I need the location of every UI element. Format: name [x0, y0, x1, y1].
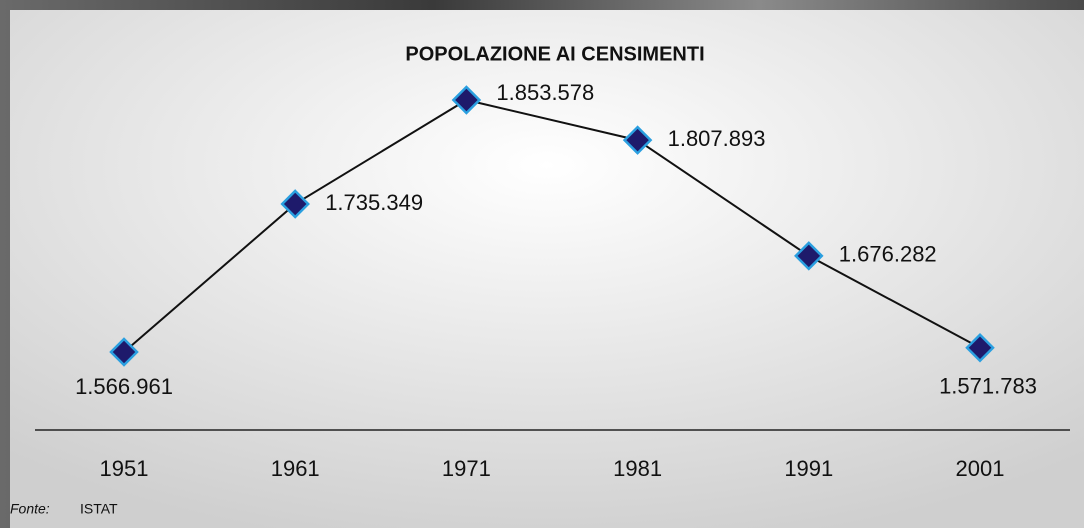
source-label: Fonte: — [10, 501, 50, 517]
x-tick-label: 1961 — [271, 456, 320, 481]
panel — [10, 10, 1084, 528]
x-tick-label: 1971 — [442, 456, 491, 481]
marker — [451, 85, 482, 115]
x-tick-label: 1991 — [784, 456, 833, 481]
data-label: 1.566.961 — [75, 374, 173, 399]
data-label: 1.676.282 — [839, 242, 937, 267]
data-label: 1.571.783 — [939, 374, 1037, 399]
chart-title: POPOLAZIONE AI CENSIMENTI — [405, 43, 704, 65]
marker — [965, 332, 995, 363]
x-tick-label: 2001 — [956, 456, 1005, 481]
data-label: 1.735.349 — [325, 190, 423, 215]
data-label: 1.853.578 — [496, 80, 594, 105]
marker — [794, 241, 824, 271]
marker — [622, 125, 653, 155]
x-tick-label: 1981 — [613, 456, 662, 481]
marker — [109, 337, 139, 367]
x-tick-label: 1951 — [100, 456, 149, 481]
source: ISTAT — [80, 501, 118, 517]
marker — [280, 189, 310, 219]
line — [123, 98, 981, 353]
data-label: 1.807.893 — [668, 126, 766, 151]
